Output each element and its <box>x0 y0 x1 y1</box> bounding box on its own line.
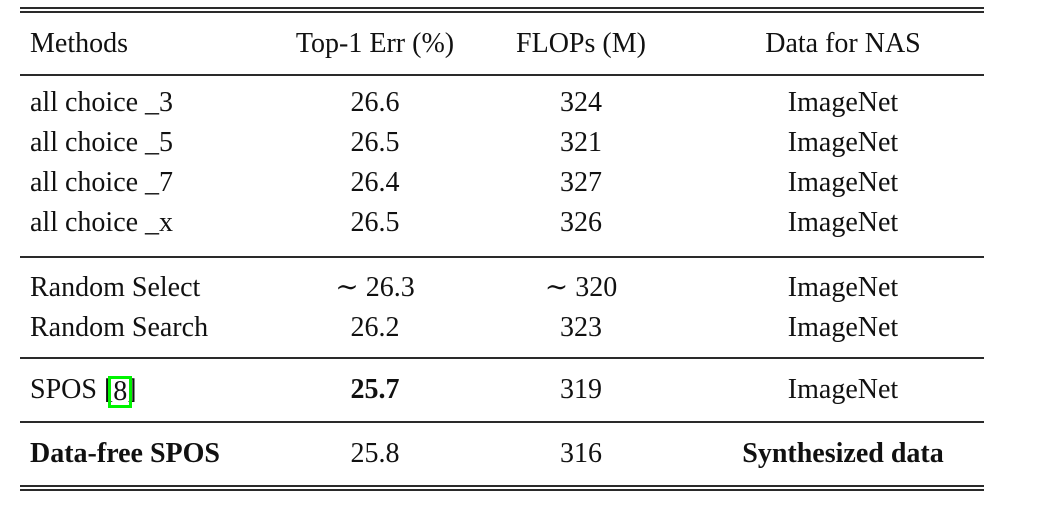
top-double-rule <box>20 7 984 13</box>
table-row: all choice _7 26.4 327 ImageNet <box>20 163 984 203</box>
method-cell: all choice _5 <box>30 127 174 158</box>
method-cell: all choice _7 <box>30 167 174 198</box>
header-row: Methods Top-1 Err (%) FLOPs (M) Data for… <box>20 13 984 74</box>
flops-cell: ∼ 320 <box>544 272 618 303</box>
err-cell: 26.5 <box>350 207 400 238</box>
data-cell: ImageNet <box>787 207 899 238</box>
method-cell: Random Select <box>30 272 201 303</box>
err-cell: 25.8 <box>350 438 400 469</box>
data-cell: ImageNet <box>787 87 899 118</box>
table-row: all choice _x 26.5 326 ImageNet <box>20 203 984 243</box>
flops-cell: 323 <box>560 312 602 343</box>
flops-cell: 327 <box>560 167 602 198</box>
group-rule <box>20 357 984 359</box>
table-row: Random Select ∼ 26.3 ∼ 320 ImageNet <box>20 268 984 308</box>
flops-cell: 316 <box>560 438 602 469</box>
flops-cell: 324 <box>560 87 602 118</box>
data-cell: ImageNet <box>787 127 899 158</box>
group-rule <box>20 256 984 258</box>
err-cell: ∼ 26.3 <box>335 272 415 303</box>
column-header-data-for-nas: Data for NAS <box>765 27 921 59</box>
group-random: Random Select ∼ 26.3 ∼ 320 ImageNet Rand… <box>20 258 984 357</box>
table-row: all choice _3 26.6 324 ImageNet <box>20 83 984 123</box>
group-data-free-spos: Data-free SPOS 25.8 316 Synthesized data <box>20 423 984 485</box>
column-header-methods: Methods <box>30 27 128 59</box>
method-cell: Data-free SPOS <box>30 438 220 469</box>
data-cell: ImageNet <box>787 312 899 343</box>
header-rule <box>20 74 984 76</box>
flops-cell: 326 <box>560 207 602 238</box>
results-table: Methods Top-1 Err (%) FLOPs (M) Data for… <box>20 7 984 491</box>
table-row: SPOS [8] 25.7 319 ImageNet <box>20 370 984 410</box>
group-rule <box>20 421 984 423</box>
err-cell: 26.2 <box>350 312 400 343</box>
data-cell: ImageNet <box>787 374 899 405</box>
bottom-double-rule <box>20 485 984 491</box>
table-row: all choice _5 26.5 321 ImageNet <box>20 123 984 163</box>
err-cell: 25.7 <box>350 374 400 405</box>
data-cell: ImageNet <box>787 272 899 303</box>
flops-cell: 319 <box>560 374 602 405</box>
column-header-flops: FLOPs (M) <box>516 27 646 59</box>
data-cell: ImageNet <box>787 167 899 198</box>
err-cell: 26.4 <box>350 167 400 198</box>
group-all-choice: all choice _3 26.6 324 ImageNet all choi… <box>20 76 984 256</box>
err-cell: 26.5 <box>350 127 400 158</box>
method-cell-spos: SPOS [8] <box>20 370 290 410</box>
table-row: Data-free SPOS 25.8 316 Synthesized data <box>20 434 984 474</box>
method-cell: all choice _3 <box>30 87 174 118</box>
data-cell: Synthesized data <box>742 438 944 469</box>
citation-link[interactable]: 8 <box>108 376 133 408</box>
column-header-top1-err: Top-1 Err (%) <box>295 27 455 59</box>
method-cell: Random Search <box>30 312 209 343</box>
table-row: Random Search 26.2 323 ImageNet <box>20 308 984 348</box>
group-spos: SPOS [8] 25.7 319 ImageNet <box>20 359 984 421</box>
err-cell: 26.6 <box>350 87 400 118</box>
method-cell: all choice _x <box>30 207 174 238</box>
flops-cell: 321 <box>560 127 602 158</box>
method-label: SPOS <box>30 374 97 405</box>
